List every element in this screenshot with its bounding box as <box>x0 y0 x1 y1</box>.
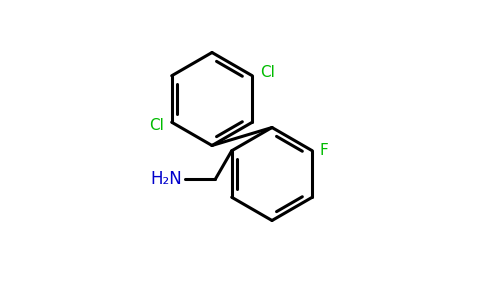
Text: H₂N: H₂N <box>151 170 182 188</box>
Text: Cl: Cl <box>150 118 164 133</box>
Text: Cl: Cl <box>260 65 274 80</box>
Text: F: F <box>320 143 329 158</box>
